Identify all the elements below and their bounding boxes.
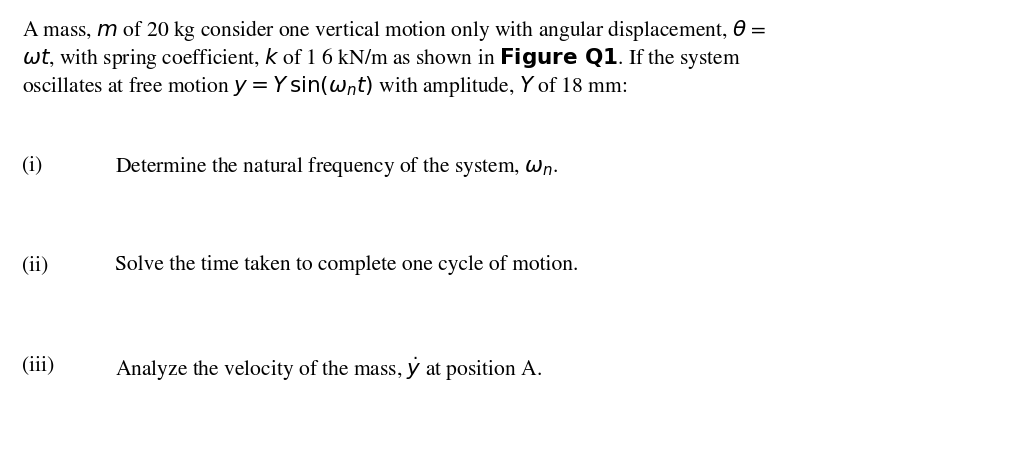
Text: $\mathit{\omega t}$, with spring coefficient, $\mathit{k}$ of 1 6 kN/m as shown : $\mathit{\omega t}$, with spring coeffic… xyxy=(22,46,741,71)
Text: (ii): (ii) xyxy=(22,255,49,275)
Text: Determine the natural frequency of the system, $\omega_n$.: Determine the natural frequency of the s… xyxy=(115,155,558,179)
Text: Analyze the velocity of the mass, $\dot{y}$ at position A.: Analyze the velocity of the mass, $\dot{… xyxy=(115,355,542,383)
Text: A mass, $\mathit{m}$ of 20 kg consider one vertical motion only with angular dis: A mass, $\mathit{m}$ of 20 kg consider o… xyxy=(22,18,766,43)
Text: oscillates at free motion $\mathit{y} = \mathit{Y}\,\sin(\omega_n t)$ with ampli: oscillates at free motion $\mathit{y} = … xyxy=(22,74,627,99)
Text: (i): (i) xyxy=(22,155,42,175)
Text: (iii): (iii) xyxy=(22,355,55,375)
Text: Solve the time taken to complete one cycle of motion.: Solve the time taken to complete one cyc… xyxy=(115,255,578,275)
